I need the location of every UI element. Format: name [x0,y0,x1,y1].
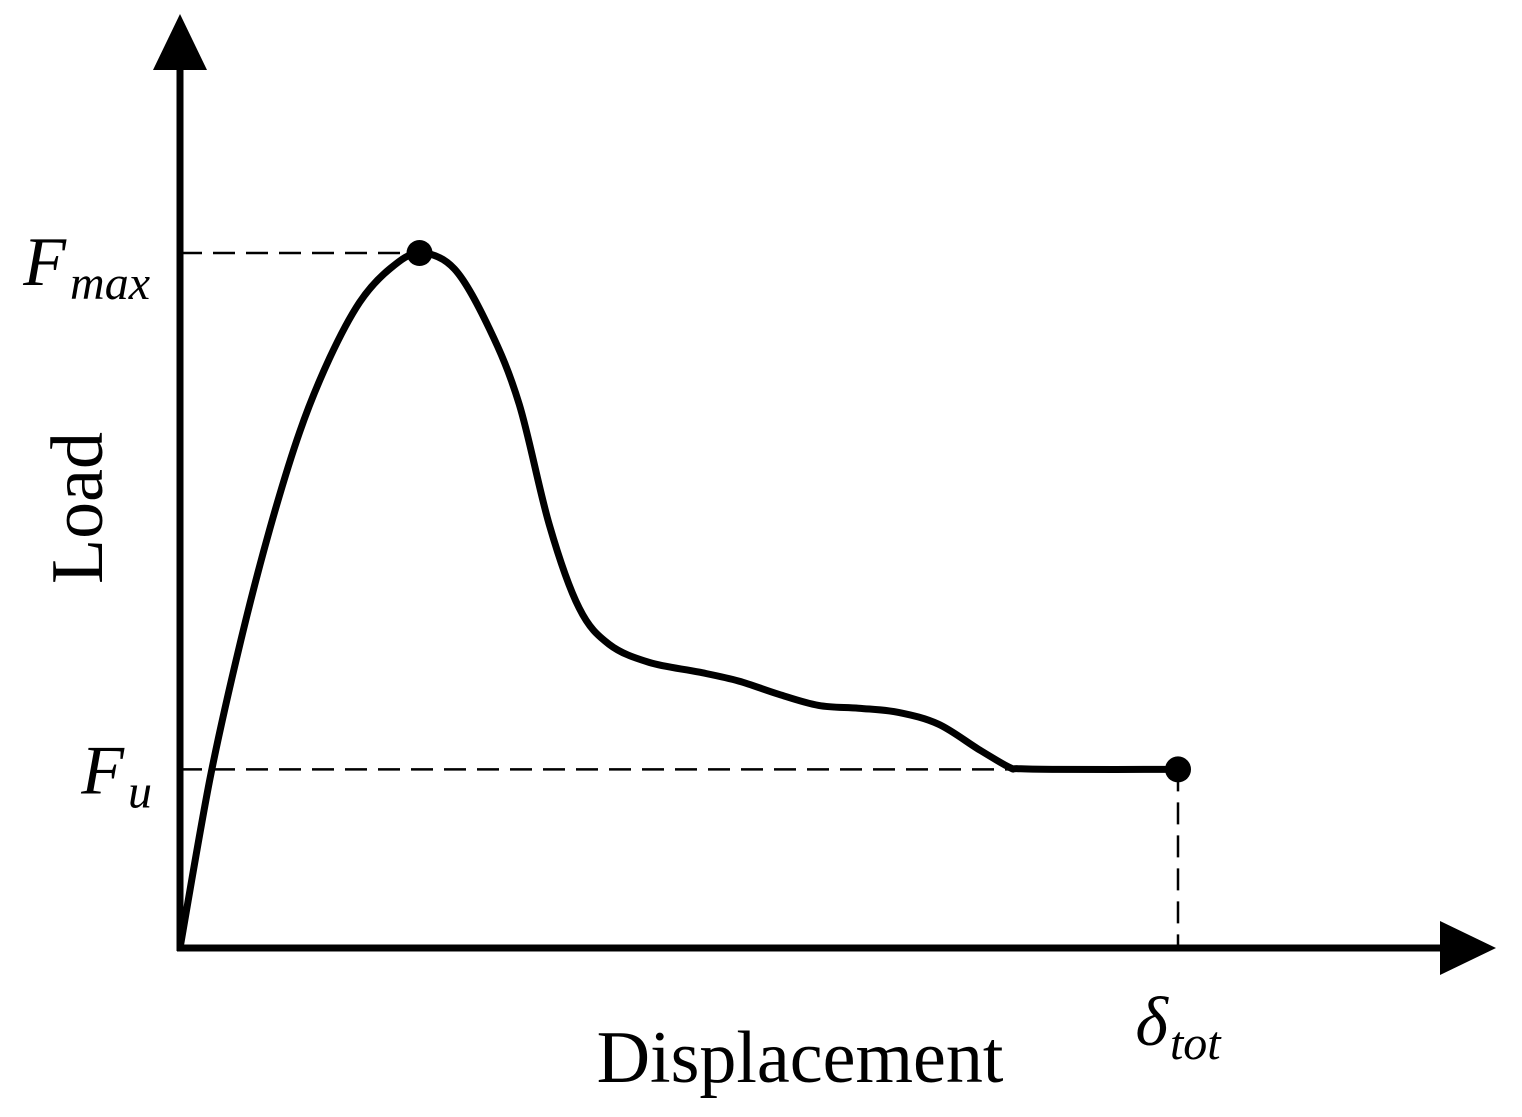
f-max-label: Fmax [22,224,150,310]
x-axis-arrowhead [1440,921,1496,975]
delta-tot-label: δtot [1135,984,1222,1070]
f-u-point [1165,756,1191,783]
f-u-symbol: F [80,732,125,809]
delta-tot-symbol: δ [1135,984,1169,1061]
y-axis-arrowhead [153,14,207,70]
delta-tot-subscript: tot [1170,1017,1222,1070]
f-max-point [406,240,433,266]
f-u-subscript: u [128,765,152,818]
x-axis-label: Displacement [597,1017,1004,1099]
y-axis-label: Load [37,432,119,584]
f-u-label: Fu [80,732,152,818]
f-max-symbol: F [22,224,67,301]
load-displacement-curve [176,249,1182,952]
f-max-subscript: max [70,257,150,310]
